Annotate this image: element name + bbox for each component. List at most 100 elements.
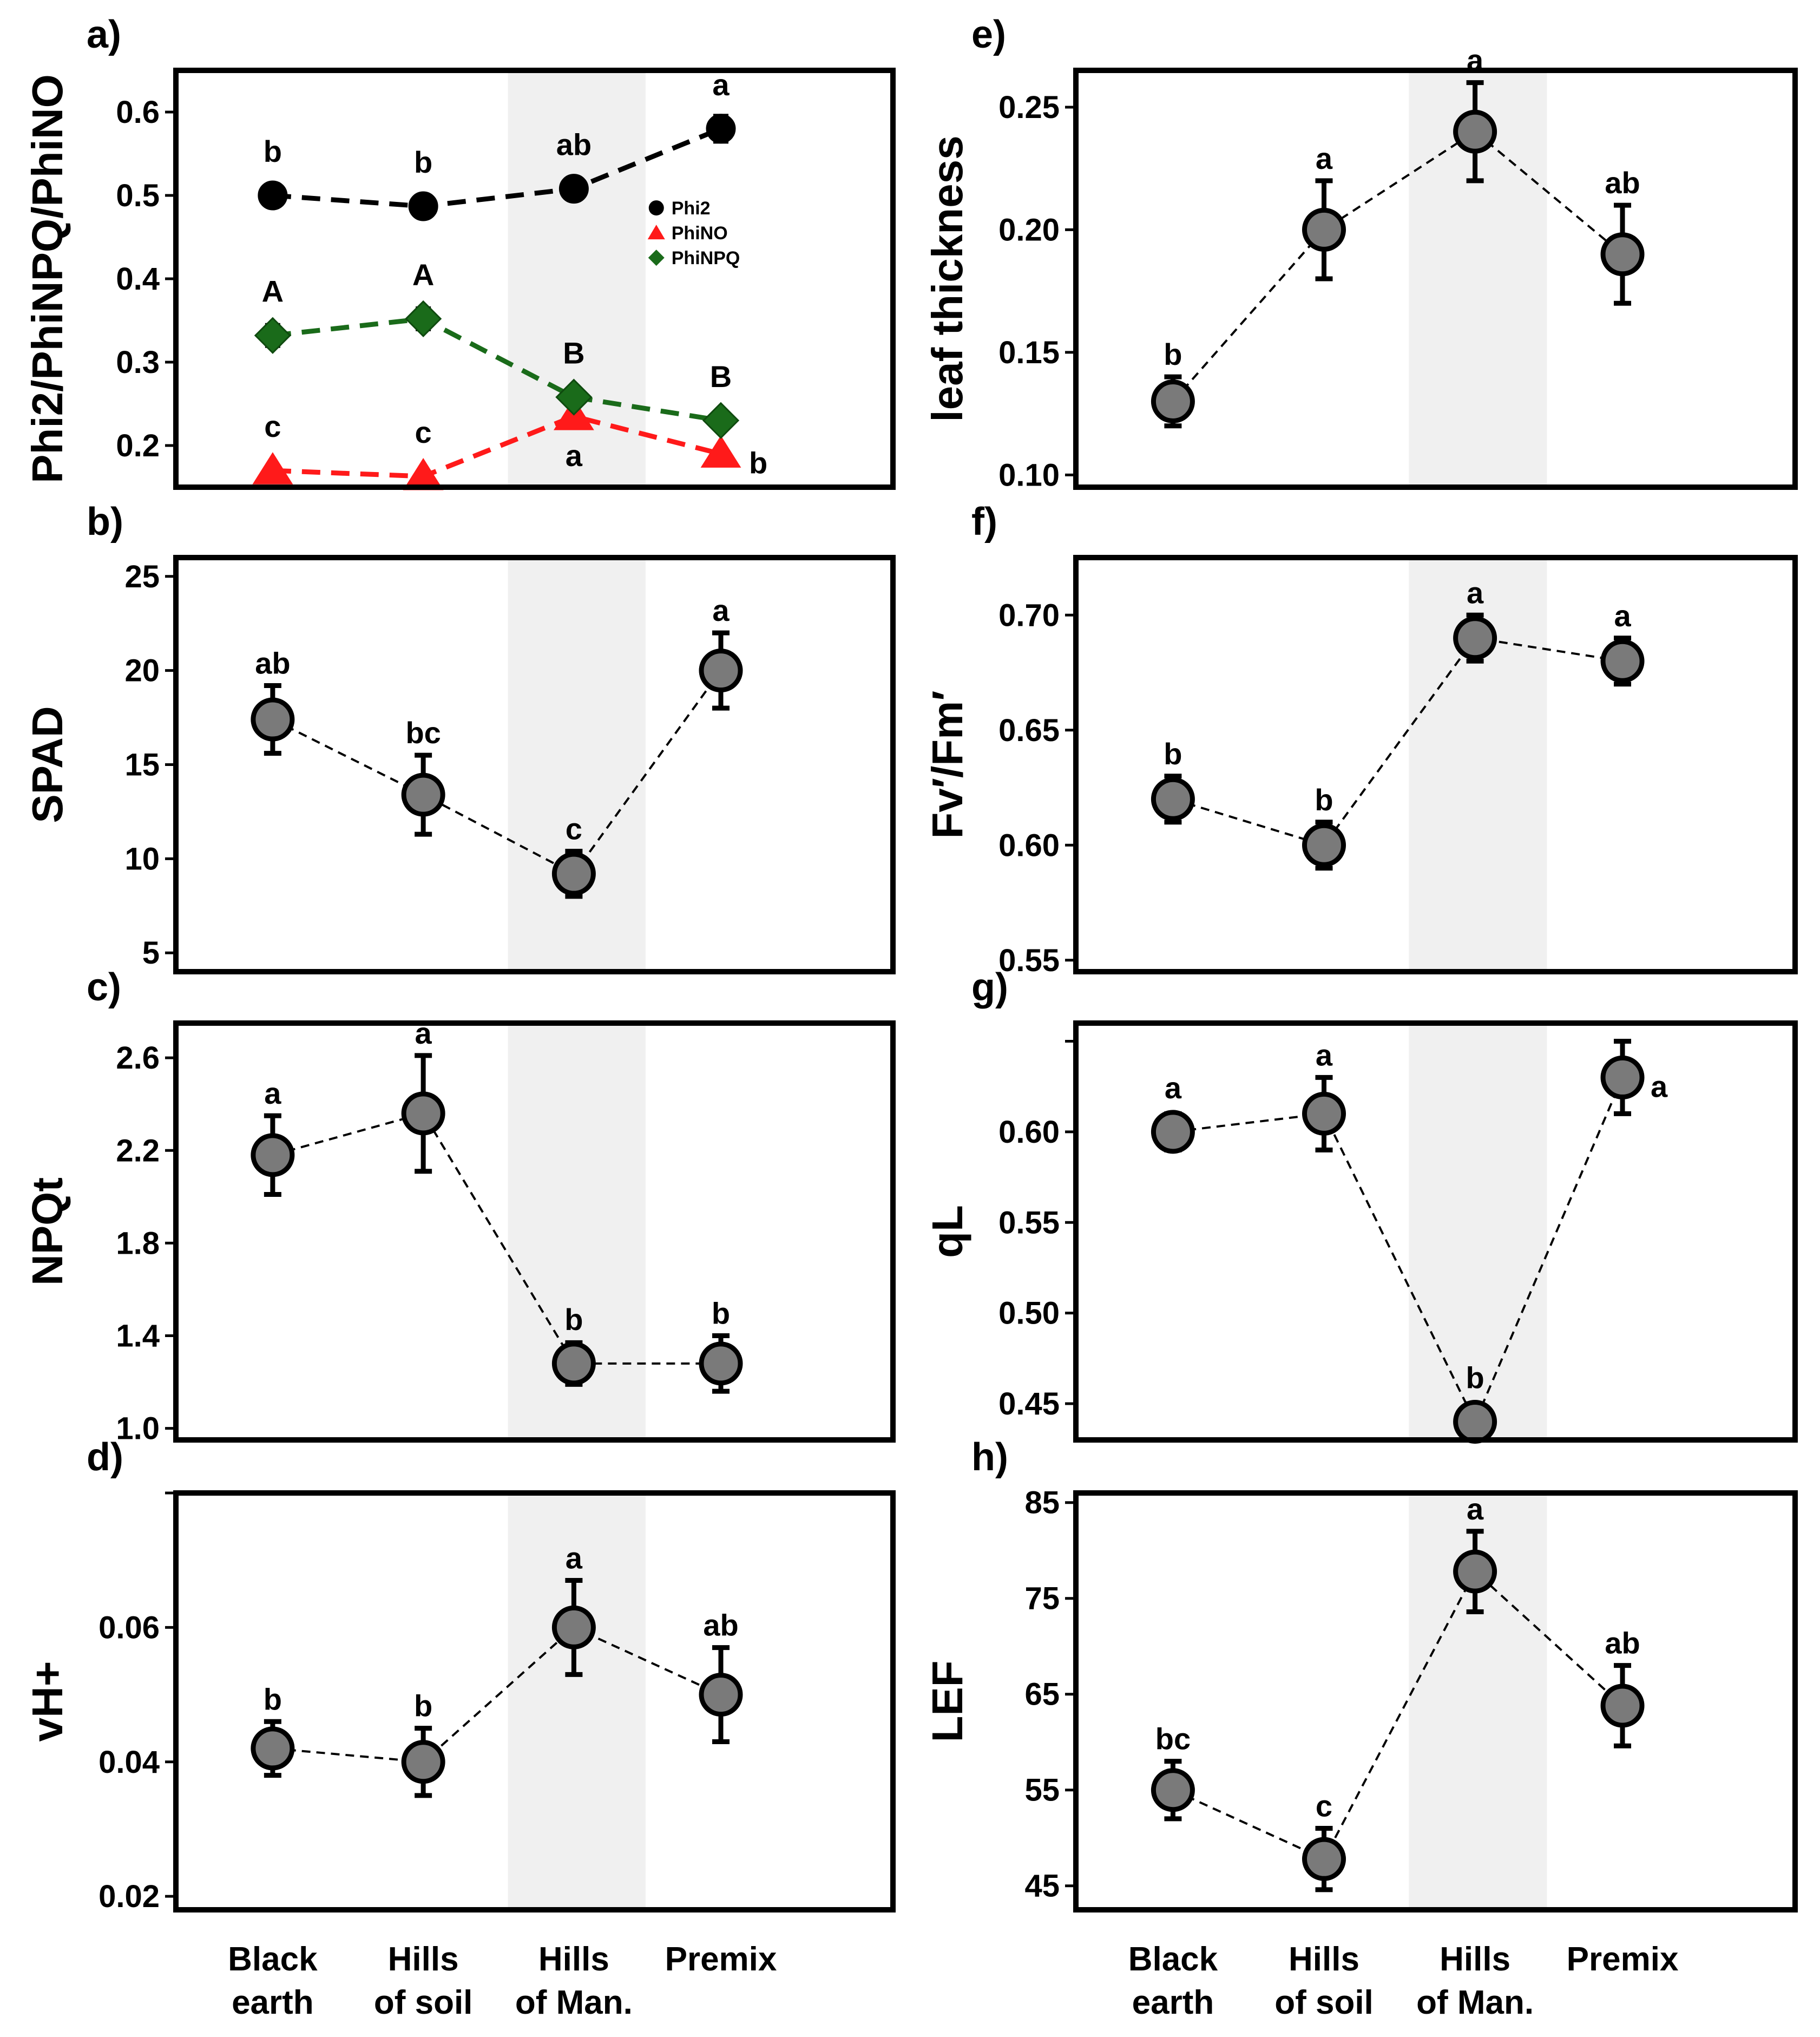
panel-letter: h) bbox=[971, 1436, 1008, 1479]
data-point bbox=[555, 378, 593, 416]
x-axis-labels-right: Black earth Hills of soil Hills of Man. Premix bbox=[1128, 1941, 1679, 2021]
series-SPAD: ab bc c a bbox=[251, 593, 743, 899]
y-tick-label: 0.50 bbox=[998, 1296, 1060, 1331]
x-category-label: of soil bbox=[374, 1984, 473, 2021]
y-tick-label: 0.04 bbox=[98, 1745, 160, 1780]
data-point bbox=[1151, 1768, 1195, 1812]
significance-letter: b bbox=[264, 134, 282, 168]
y-tick-label: 0.60 bbox=[998, 1115, 1060, 1150]
data-point bbox=[401, 772, 445, 817]
data-point bbox=[1453, 616, 1497, 660]
data-point bbox=[551, 1341, 596, 1386]
data-point bbox=[1453, 109, 1497, 154]
significance-letter: bc bbox=[405, 716, 441, 750]
series-LEF: bc c a ab bbox=[1151, 1492, 1645, 1892]
significance-letter: B bbox=[710, 359, 732, 394]
significance-letter: ab bbox=[556, 128, 592, 162]
significance-letter: b bbox=[264, 1682, 282, 1716]
significance-letter: b bbox=[1466, 1361, 1484, 1395]
data-point bbox=[559, 174, 589, 204]
y-tick-label: 0.2 bbox=[116, 428, 160, 463]
significance-letter: b bbox=[564, 1302, 583, 1337]
x-category-label: Premix bbox=[665, 1941, 777, 1978]
significance-letter: c bbox=[415, 415, 432, 449]
plot-frame bbox=[1073, 1490, 1798, 1912]
data-point bbox=[1151, 1110, 1195, 1154]
y-tick-label: 45 bbox=[1024, 1869, 1060, 1904]
significance-letter: b bbox=[414, 145, 432, 179]
significance-letter: a bbox=[712, 68, 730, 102]
data-point bbox=[251, 1133, 295, 1177]
y-axis-title: vH+ bbox=[23, 1661, 71, 1742]
x-category-label: Hills bbox=[1440, 1941, 1510, 1978]
highlight-band bbox=[508, 1493, 646, 1910]
series-line bbox=[272, 1626, 721, 1763]
y-tick-label: 0.6 bbox=[116, 95, 160, 130]
y-tick-label: 0.5 bbox=[116, 178, 160, 213]
plot-frame bbox=[1073, 555, 1798, 974]
legend-label: PhiNPQ bbox=[672, 248, 740, 268]
series-vH+: b b a ab bbox=[251, 1541, 743, 1798]
x-category-label: Black bbox=[228, 1941, 318, 1978]
series-leaf thickness: baaab bbox=[1151, 43, 1645, 429]
panel-letter: b) bbox=[87, 500, 123, 543]
significance-letter: ab bbox=[255, 646, 290, 680]
panel-letter: e) bbox=[971, 13, 1006, 56]
data-point bbox=[1600, 1055, 1645, 1099]
significance-letter: ab bbox=[703, 1608, 738, 1642]
plot-frame bbox=[173, 1020, 896, 1443]
data-point bbox=[1453, 1549, 1497, 1594]
legend: Phi2 PhiNO PhiNPQ bbox=[647, 198, 740, 268]
chart-panel-b: 5 10 15 20 25 SPAD b) ab bc c a bbox=[23, 500, 896, 974]
highlight-band bbox=[508, 558, 646, 972]
data-point bbox=[408, 191, 438, 221]
series-line bbox=[272, 126, 722, 209]
legend-marker bbox=[648, 200, 664, 216]
plot-frame bbox=[173, 555, 896, 974]
x-category-label: Hills bbox=[538, 1941, 609, 1978]
significance-letter: A bbox=[412, 258, 434, 292]
y-tick-label: 1.4 bbox=[116, 1319, 160, 1354]
significance-letter: a bbox=[1165, 1071, 1182, 1105]
y-tick-label: 0.20 bbox=[998, 212, 1060, 247]
data-point bbox=[702, 402, 740, 439]
y-tick-label: 0.3 bbox=[116, 345, 160, 380]
data-point bbox=[706, 114, 736, 144]
chart-panel-g: 0.45 0.50 0.55 0.60 qL g) a a b a bbox=[923, 966, 1798, 1444]
series-line bbox=[1173, 1077, 1624, 1425]
data-point bbox=[403, 457, 444, 490]
series-line bbox=[1172, 130, 1624, 402]
legend-label: Phi2 bbox=[672, 198, 711, 219]
y-tick-label: 25 bbox=[124, 559, 160, 594]
data-point bbox=[1600, 639, 1645, 683]
data-point bbox=[251, 1726, 295, 1771]
significance-letter: a bbox=[712, 593, 730, 627]
x-category-label: of Man. bbox=[1416, 1984, 1534, 2021]
y-axis-title: SPAD bbox=[23, 706, 71, 823]
data-point bbox=[251, 697, 295, 742]
y-tick-label: 2.6 bbox=[116, 1040, 160, 1076]
series-PhiNPQ: A A B B bbox=[254, 258, 740, 439]
legend-marker bbox=[648, 250, 665, 266]
data-point bbox=[1600, 1684, 1645, 1728]
y-tick-label: 5 bbox=[142, 935, 160, 971]
y-tick-label: 65 bbox=[1024, 1677, 1060, 1712]
significance-letter: a bbox=[264, 1076, 281, 1110]
series-line bbox=[1172, 637, 1623, 847]
significance-letter: B bbox=[563, 336, 584, 370]
y-tick-label: 10 bbox=[124, 841, 160, 876]
data-point bbox=[1302, 1091, 1346, 1136]
plot-frame bbox=[1073, 1020, 1798, 1443]
x-category-label: earth bbox=[232, 1984, 314, 2021]
x-category-label: Premix bbox=[1567, 1941, 1679, 1978]
y-tick-label: 75 bbox=[1024, 1581, 1060, 1616]
panel-letter: g) bbox=[971, 966, 1008, 1009]
x-category-label: Hills bbox=[388, 1941, 459, 1978]
significance-letter: bc bbox=[1155, 1722, 1191, 1756]
y-tick-label: 2.2 bbox=[116, 1133, 160, 1168]
chart-panel-f: 0.55 0.60 0.65 0.70 Fv′/Fm′ f) b b a a bbox=[923, 500, 1798, 978]
data-point bbox=[699, 649, 743, 693]
